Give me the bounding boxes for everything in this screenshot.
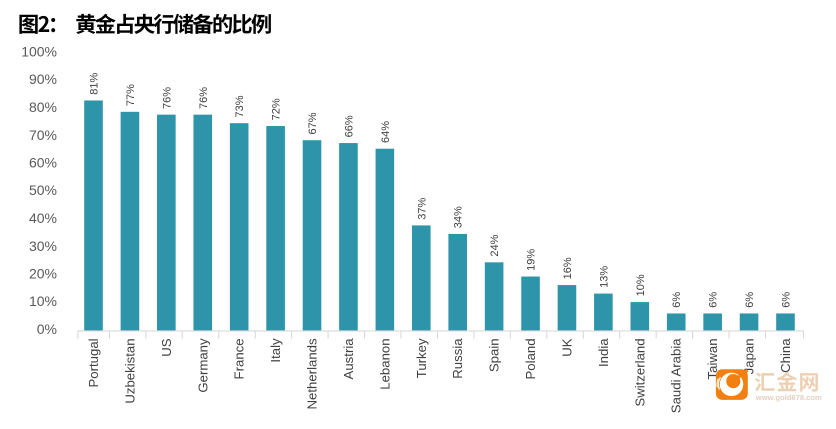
svg-text:80%: 80% [29,99,57,115]
svg-text:81%: 81% [89,73,101,95]
svg-text:72%: 72% [271,98,283,120]
svg-text:37%: 37% [416,197,428,219]
svg-text:66%: 66% [343,115,355,137]
svg-text:60%: 60% [29,155,57,171]
svg-text:www.gold678.com: www.gold678.com [755,393,822,402]
svg-text:67%: 67% [307,112,319,134]
svg-text:6%: 6% [744,292,756,308]
svg-text:73%: 73% [234,95,246,117]
svg-text:19%: 19% [526,249,538,271]
svg-text:US: US [159,338,174,357]
svg-text:76%: 76% [198,87,210,109]
svg-text:Saudi Arabia: Saudi Arabia [669,338,684,413]
svg-text:Germany: Germany [195,338,210,393]
svg-text:34%: 34% [453,206,465,228]
svg-text:30%: 30% [29,238,57,254]
svg-text:70%: 70% [29,127,57,143]
svg-text:6%: 6% [780,292,792,308]
svg-text:24%: 24% [489,234,501,256]
svg-text:Switzerland: Switzerland [632,338,647,406]
svg-text:Italy: Italy [268,338,283,363]
svg-text:Japan: Japan [742,338,757,374]
svg-text:50%: 50% [29,182,57,198]
svg-text:UK: UK [559,338,574,357]
svg-text:Lebanon: Lebanon [377,338,392,389]
svg-text:77%: 77% [125,84,137,106]
svg-text:90%: 90% [29,71,57,87]
svg-text:China: China [778,338,793,373]
svg-text:Uzbekistan: Uzbekistan [122,338,137,403]
svg-text:20%: 20% [29,266,57,282]
svg-text:6%: 6% [708,292,720,308]
svg-text:Poland: Poland [523,338,538,379]
svg-text:100%: 100% [21,44,57,60]
svg-text:10%: 10% [635,274,647,296]
svg-text:6%: 6% [671,292,683,308]
svg-text:10%: 10% [29,293,57,309]
svg-text:Netherlands: Netherlands [305,338,320,410]
svg-text:40%: 40% [29,210,57,226]
svg-text:13%: 13% [598,266,610,288]
svg-text:Austria: Austria [341,338,356,380]
svg-text:Russia: Russia [450,338,465,379]
svg-text:Taiwan: Taiwan [705,338,720,379]
svg-text:0%: 0% [37,321,57,337]
svg-text:Spain: Spain [487,338,502,372]
svg-text:France: France [232,338,247,379]
svg-text:64%: 64% [380,121,392,143]
svg-text:India: India [596,338,611,367]
svg-text:16%: 16% [562,257,574,279]
svg-text:Portugal: Portugal [86,338,101,387]
svg-text:Turkey: Turkey [414,338,429,378]
svg-text:76%: 76% [161,87,173,109]
